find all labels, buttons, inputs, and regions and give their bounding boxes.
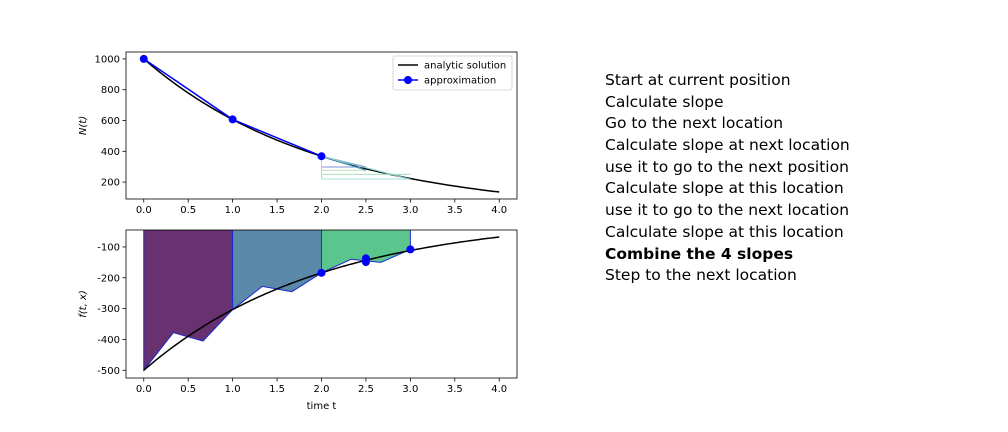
x-tick-label: 0.0 <box>136 205 152 216</box>
legend-box <box>392 55 513 91</box>
step-list: Start at current position Calculate slop… <box>605 70 850 287</box>
step-item: use it to go to the next location <box>605 201 850 220</box>
y-tick-label: -200 <box>97 273 120 284</box>
slope-point <box>317 268 326 277</box>
y-tick-label: 1000 <box>95 54 120 65</box>
y-tick-label: -500 <box>97 366 120 377</box>
slope-point <box>361 258 370 267</box>
x-tick-label: 2.0 <box>314 384 330 395</box>
x-tick-label: 3.0 <box>402 384 418 395</box>
plot-area <box>139 54 500 193</box>
step-line <box>321 155 411 180</box>
x-tick-label: 3.5 <box>447 205 463 216</box>
x-tick-label: 1.0 <box>225 205 241 216</box>
x-tick-label: 0.5 <box>180 384 196 395</box>
x-tick-label: 1.0 <box>225 384 241 395</box>
step-item: Go to the next location <box>605 114 784 133</box>
y-tick-label: -400 <box>97 335 120 346</box>
x-axis-label: time t <box>307 401 337 412</box>
legend-label: approximation <box>424 76 496 87</box>
approximation-point <box>139 54 148 63</box>
step-item: Combine the 4 slopes <box>605 244 794 263</box>
slope-region <box>143 230 233 371</box>
slope-region <box>232 230 322 310</box>
approximation-point <box>228 115 237 124</box>
y-axis-label: N(t) <box>78 116 89 135</box>
step-item: Calculate slope at this location <box>605 179 844 198</box>
x-tick-label: 2.5 <box>358 384 374 395</box>
step-item: Step to the next location <box>605 266 797 285</box>
y-tick-label: 800 <box>101 85 120 96</box>
plot-area <box>143 230 500 372</box>
step-item: Calculate slope at this location <box>605 222 844 241</box>
x-tick-label: 3.5 <box>447 384 463 395</box>
step-item: use it to go to the next position <box>605 157 849 176</box>
approximation-point <box>317 152 326 161</box>
step-item: Start at current position <box>605 71 791 89</box>
slope-chart <box>122 229 518 382</box>
x-tick-label: 4.0 <box>491 205 507 216</box>
y-tick-label: 600 <box>101 116 120 127</box>
y-axis-label: f(t, x) <box>78 290 89 318</box>
x-tick-label: 4.0 <box>491 384 507 395</box>
x-tick-label: 1.5 <box>269 384 285 395</box>
population-chart <box>122 51 518 203</box>
slope-point <box>406 245 415 254</box>
y-tick-label: -300 <box>97 304 120 315</box>
x-tick-label: 0.5 <box>180 205 196 216</box>
y-tick-label: -100 <box>97 242 120 253</box>
x-tick-label: 0.0 <box>136 384 152 395</box>
step-item: Calculate slope at next location <box>605 136 850 155</box>
x-tick-label: 3.0 <box>402 205 418 216</box>
x-tick-label: 2.0 <box>314 205 330 216</box>
legend-marker <box>404 76 412 84</box>
y-tick-label: 200 <box>101 178 120 189</box>
y-tick-label: 400 <box>101 147 120 158</box>
step-item: Calculate slope <box>605 92 724 111</box>
approximation-line <box>143 58 322 157</box>
legend-label: analytic solution <box>424 61 506 72</box>
x-tick-label: 1.5 <box>269 205 285 216</box>
x-tick-label: 2.5 <box>358 205 374 216</box>
